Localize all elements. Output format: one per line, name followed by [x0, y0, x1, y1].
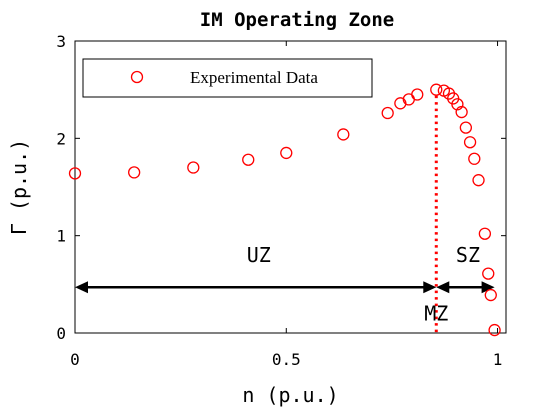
data-point	[459, 121, 473, 134]
y-tick-label: 3	[56, 32, 66, 51]
zone-label-uz: UZ	[247, 243, 271, 267]
data-point	[478, 227, 492, 240]
data-point	[472, 174, 485, 187]
x-tick-label: 0.5	[272, 350, 301, 369]
x-axis-ticks: 0 0.5 1	[70, 41, 502, 369]
zone-annotations: UZ MZ SZ	[75, 95, 495, 333]
y-tick-label: 0	[56, 324, 66, 343]
data-point	[337, 128, 350, 141]
data-point	[68, 167, 82, 180]
y-tick-label: 2	[56, 129, 66, 148]
data-point	[381, 106, 394, 120]
data-point	[488, 323, 501, 337]
data-point	[242, 153, 255, 166]
zone-label-mz: MZ	[424, 302, 448, 326]
sz-arrow-head-right	[481, 281, 495, 294]
x-tick-label: 0	[70, 350, 80, 369]
y-axis-ticks: 0 1 2 3	[56, 32, 506, 343]
data-point	[451, 98, 464, 111]
x-axis-label: n (p.u.)	[242, 383, 338, 407]
data-series	[68, 83, 501, 337]
data-point	[280, 146, 293, 160]
data-point	[430, 83, 443, 96]
data-point	[187, 161, 200, 174]
data-point	[455, 105, 468, 119]
sz-arrow-head-left	[436, 281, 450, 294]
uz-arrow-head-right	[423, 281, 437, 294]
data-point	[484, 288, 497, 302]
y-tick-label: 1	[56, 227, 66, 246]
data-point	[468, 152, 481, 165]
legend-marker	[130, 70, 144, 84]
y-axis-label: Γ (p.u.)	[7, 139, 31, 235]
legend-label: Experimental Data	[190, 68, 318, 87]
uz-arrow-head-left	[75, 281, 88, 294]
data-point	[463, 136, 477, 149]
data-point	[411, 88, 424, 101]
x-tick-label: 1	[493, 350, 503, 369]
data-point	[482, 267, 495, 280]
plot-area	[74, 40, 507, 334]
data-point	[128, 166, 141, 179]
legend: Experimental Data	[82, 58, 373, 98]
chart-title: IM Operating Zone	[200, 9, 394, 31]
zone-label-sz: SZ	[456, 243, 480, 267]
